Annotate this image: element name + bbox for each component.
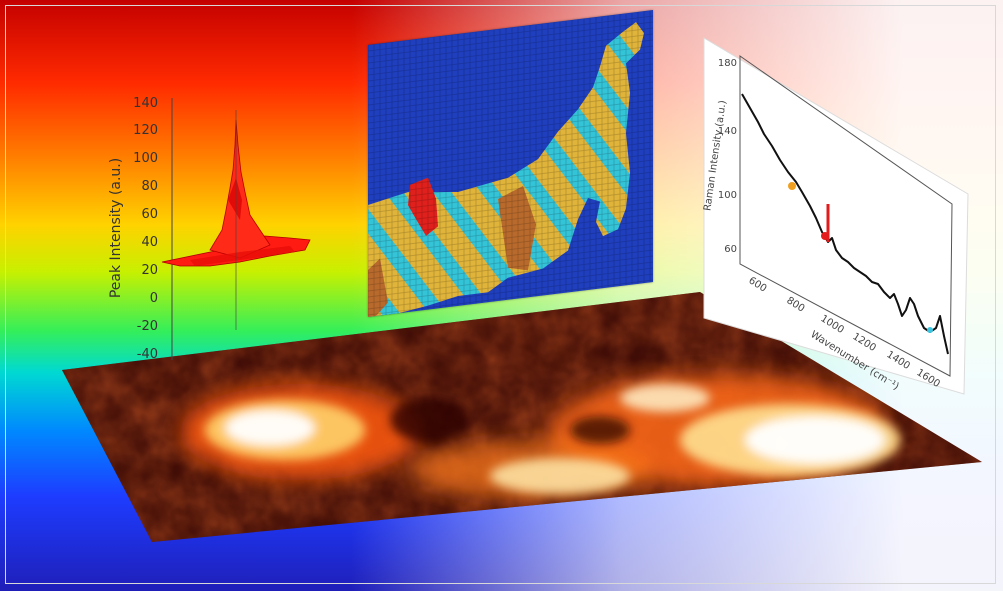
svg-text:100: 100	[133, 151, 158, 166]
svg-text:60: 60	[141, 207, 158, 222]
svg-text:-40: -40	[137, 347, 158, 362]
svg-text:0: 0	[150, 291, 158, 306]
peak-axis-label: Peak Intensity (a.u.)	[108, 158, 124, 298]
svg-text:100: 100	[718, 190, 737, 201]
svg-text:120: 120	[133, 123, 158, 138]
svg-text:140: 140	[133, 96, 158, 111]
marker-red	[821, 232, 829, 240]
spectrum-card	[703, 37, 969, 395]
svg-text:60: 60	[724, 244, 737, 255]
svg-text:180: 180	[718, 58, 737, 69]
svg-text:80: 80	[141, 179, 158, 194]
peak-intensity-plot: 140 120 100 80 60 40 20 0 -20 -40 Peak I…	[108, 96, 311, 362]
spectrum-axes-box	[739, 55, 953, 377]
svg-text:-20: -20	[137, 319, 158, 334]
classification-map	[368, 10, 653, 317]
spectrum-y-ticks: 180 140 100 60	[718, 58, 737, 255]
svg-text:140: 140	[718, 126, 737, 137]
spectrum-line	[741, 93, 949, 355]
spectrum-panel: 180 140 100 60 Raman Intensity (a.u.) 60…	[702, 36, 970, 396]
marker-orange	[788, 182, 796, 190]
svg-text:20: 20	[141, 263, 158, 278]
marker-cyan	[927, 327, 933, 333]
peak-surface	[161, 110, 311, 330]
peak-tick-labels: 140 120 100 80 60 40 20 0 -20 -40	[133, 96, 158, 362]
svg-text:40: 40	[141, 235, 158, 250]
